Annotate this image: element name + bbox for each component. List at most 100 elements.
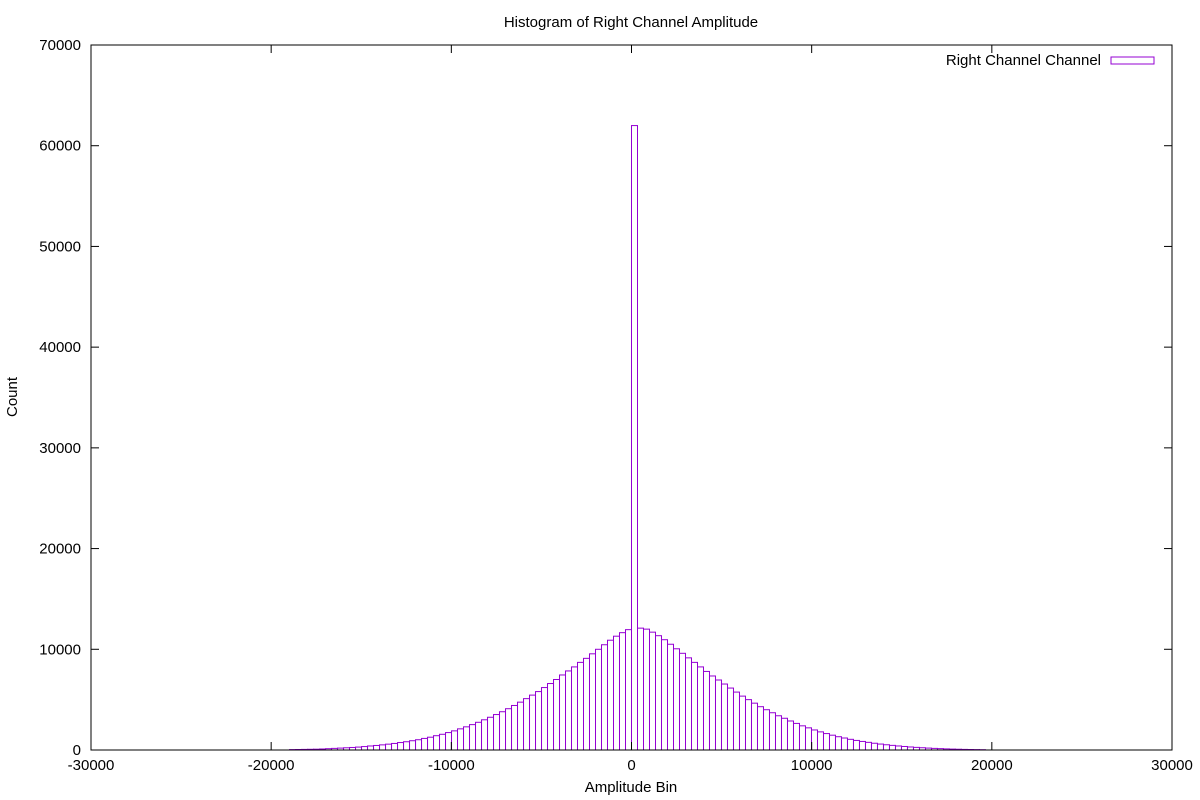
histogram-bar (493, 714, 501, 751)
histogram-bar (475, 721, 483, 751)
histogram-bar (367, 745, 375, 751)
y-tick-label: 40000 (39, 339, 81, 356)
histogram-bar (744, 699, 752, 751)
histogram-bar (786, 720, 794, 751)
histogram-bar (846, 738, 854, 751)
histogram-bar (553, 679, 561, 751)
histogram-bar (780, 717, 788, 751)
y-tick-label: 10000 (39, 641, 81, 658)
histogram-bar (732, 691, 740, 751)
histogram-bar (685, 657, 692, 751)
chart-title: Histogram of Right Channel Amplitude (504, 14, 758, 31)
histogram-bar (691, 661, 698, 751)
histogram-bar (523, 698, 531, 751)
histogram-bar (427, 736, 435, 751)
histogram-bar (834, 736, 842, 751)
y-tick-label: 0 (73, 742, 81, 759)
histogram-bar (481, 719, 489, 751)
histogram-bar (451, 730, 459, 751)
histogram-bar (559, 674, 567, 751)
legend: Right Channel Channel (946, 52, 1155, 69)
histogram-bar (415, 739, 423, 751)
histogram-bar (487, 716, 495, 751)
x-tick-label: 20000 (971, 757, 1013, 774)
y-tick-label: 60000 (39, 138, 81, 155)
histogram-bar (702, 670, 710, 751)
histogram-bar (810, 729, 818, 751)
histogram-bar (762, 709, 770, 751)
axis-ticks: -30000 -20000 -10000 0 10000 20000 30000 0 10000… (39, 37, 1193, 774)
histogram-bar (565, 670, 572, 751)
histogram-bar (708, 675, 716, 751)
histogram-bar (726, 687, 734, 751)
histogram-bar (649, 631, 656, 751)
histogram-bar (589, 653, 596, 751)
histogram-bar (361, 746, 369, 751)
histogram-bar (535, 691, 543, 751)
histogram-bar (655, 635, 662, 751)
histogram-bar (858, 740, 866, 751)
histogram-bar (607, 639, 614, 751)
histogram-bar (750, 702, 758, 751)
histogram-bars (289, 125, 986, 751)
x-tick-label: 0 (627, 757, 635, 774)
histogram-bar (822, 733, 830, 751)
histogram-bar (613, 635, 620, 751)
histogram-bar (816, 731, 824, 751)
x-tick-label: 10000 (791, 757, 833, 774)
histogram-bar (697, 666, 704, 751)
histogram-bar (583, 657, 590, 751)
x-tick-label: -30000 (68, 757, 115, 774)
histogram-bar (373, 744, 381, 751)
histogram-bar (433, 735, 441, 751)
histogram-bar (577, 661, 584, 751)
histogram-bar (864, 741, 872, 751)
histogram-bar (595, 648, 602, 751)
x-tick-label: -20000 (248, 757, 295, 774)
histogram-bar (714, 679, 722, 751)
histogram-bar (529, 694, 537, 751)
histogram-bar (643, 628, 650, 751)
plot-frame (90, 44, 1173, 751)
histogram-bar (798, 725, 806, 751)
y-tick-label: 70000 (39, 37, 81, 54)
histogram-bar (421, 737, 429, 751)
histogram-bar (667, 643, 674, 751)
histogram-bar (756, 706, 764, 751)
histogram-bar (738, 695, 746, 751)
histogram-bar (631, 125, 638, 751)
histogram-bar (828, 734, 836, 751)
histogram-bar (637, 627, 644, 751)
histogram-bar (894, 745, 902, 751)
histogram-bar (385, 743, 393, 751)
histogram-bar (679, 652, 686, 751)
legend-label: Right Channel Channel (946, 52, 1101, 69)
histogram-bar (661, 639, 668, 751)
histogram-bar (409, 740, 417, 751)
x-tick-label: -10000 (428, 757, 475, 774)
y-axis-label: Count (4, 376, 21, 417)
histogram-bar (445, 732, 453, 751)
histogram-bar (625, 629, 632, 751)
histogram-bar (511, 704, 519, 751)
histogram-bar (792, 722, 800, 751)
histogram-bar (619, 632, 626, 751)
histogram-bar (403, 741, 411, 751)
histogram-bar (774, 715, 782, 751)
legend-swatch (1110, 56, 1155, 65)
histogram-bar (804, 727, 812, 751)
histogram-bar (397, 742, 405, 751)
histogram-bar (547, 683, 555, 751)
histogram-bar (870, 742, 878, 751)
histogram-bar (852, 739, 860, 751)
histogram-bar (571, 666, 578, 751)
histogram-bar (541, 687, 549, 751)
y-tick-label: 20000 (39, 541, 81, 558)
histogram-bar (379, 744, 387, 751)
histogram-bar (499, 711, 507, 751)
histogram-bar (720, 683, 728, 751)
histogram-bar (876, 743, 884, 751)
histogram-bar (882, 744, 890, 751)
histogram-bar (463, 726, 471, 751)
